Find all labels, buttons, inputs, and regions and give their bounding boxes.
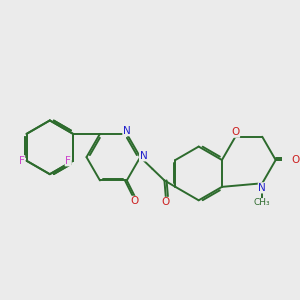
Text: O: O: [231, 127, 239, 137]
Text: F: F: [19, 156, 25, 166]
Text: F: F: [65, 156, 71, 166]
Text: N: N: [123, 126, 131, 136]
Text: N: N: [258, 183, 266, 193]
Text: O: O: [131, 196, 139, 206]
Text: O: O: [291, 155, 299, 165]
Text: CH₃: CH₃: [254, 198, 271, 207]
Text: O: O: [161, 197, 169, 207]
Text: N: N: [140, 151, 147, 161]
